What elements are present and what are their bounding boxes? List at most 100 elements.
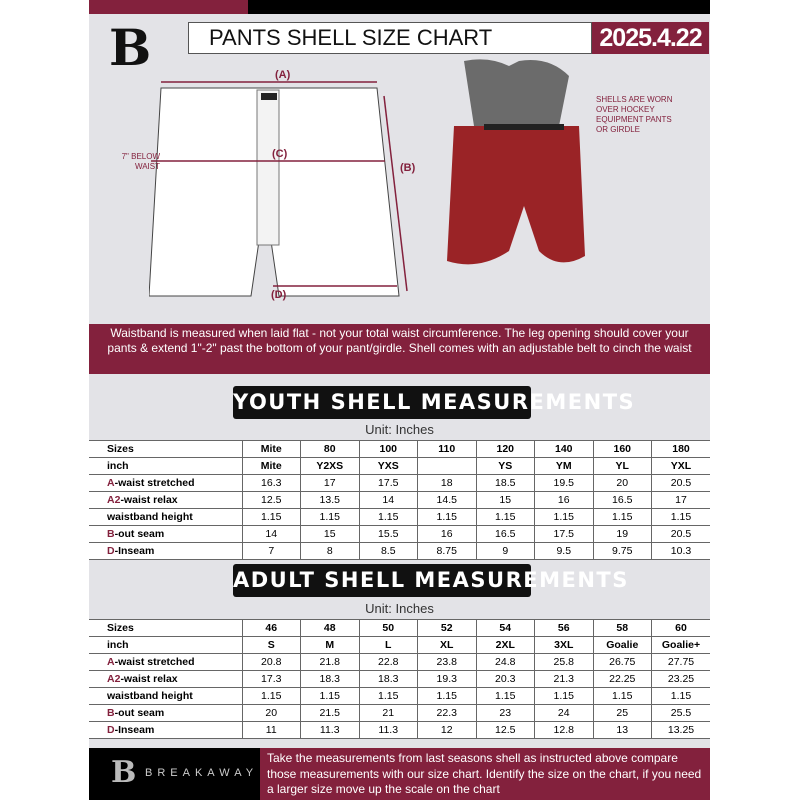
pants-photo <box>447 59 585 265</box>
youth-title: YOUTH SHELL MEASUREMENTS <box>233 386 634 419</box>
table-cell: 21.5 <box>300 704 360 722</box>
table-cell: 25 <box>592 704 652 722</box>
table-cell: 15 <box>300 525 360 543</box>
adult-size-table: Sizes 46 48 50 52 54 56 58 60 inch S M L XL 2XL 3XL Goal… <box>89 619 710 739</box>
measurement-instructions: Waistband is measured when laid flat - n… <box>89 324 710 374</box>
table-cell: 24.8 <box>475 653 535 671</box>
label-text: inch <box>107 638 129 651</box>
table-cell: 20.3 <box>475 670 535 688</box>
measure-letter: B <box>107 706 115 719</box>
row-label: A2-waist relax <box>89 670 243 688</box>
table-cell: 100 <box>358 440 418 458</box>
label-text: Sizes <box>107 621 134 634</box>
table-cell: 8 <box>300 542 360 560</box>
table-row: B-out seam 20 21.5 21 22.3 23 24 25 25.5 <box>89 704 710 722</box>
measure-letter: D <box>107 723 115 736</box>
table-cell: 26.75 <box>592 653 652 671</box>
table-cell: 1.15 <box>241 508 301 526</box>
table-cell: 110 <box>417 440 477 458</box>
page-title: PANTS SHELL SIZE CHART <box>188 22 592 54</box>
label-text: -waist stretched <box>114 655 195 668</box>
table-cell: 20.8 <box>241 653 301 671</box>
label-text: -Inseam <box>114 723 155 736</box>
label-text: -waist relax <box>120 493 178 506</box>
table-cell: 8.5 <box>358 542 418 560</box>
table-cell: 1.15 <box>358 508 418 526</box>
table-cell: 25.8 <box>534 653 594 671</box>
table-cell: Y2XS <box>300 457 360 475</box>
table-cell: 1.15 <box>300 508 360 526</box>
table-cell: 17.5 <box>534 525 594 543</box>
row-label: B-out seam <box>89 704 243 722</box>
footer-brand: B BREAKAWAY <box>89 748 260 800</box>
footer-logo: B <box>111 755 137 790</box>
row-label: inch <box>89 457 243 475</box>
table-row: Sizes Mite 80 100 110 120 140 160 180 <box>89 440 710 458</box>
table-cell: 19 <box>592 525 652 543</box>
table-cell: 13 <box>592 721 652 739</box>
table-cell: 48 <box>300 619 360 637</box>
table-cell: 19.5 <box>534 474 594 492</box>
label-b: (B) <box>400 162 416 174</box>
footer-instructions: Take the measurements from last seasons … <box>260 748 710 800</box>
table-row: B-out seam 14 15 15.5 16 16.5 17.5 19 20.5 <box>89 525 710 543</box>
table-cell: 52 <box>417 619 477 637</box>
table-cell: 1.15 <box>300 687 360 705</box>
table-cell: 14 <box>358 491 418 509</box>
table-cell: M <box>300 636 360 654</box>
label-d: (D) <box>271 289 287 301</box>
table-cell: 18.5 <box>475 474 535 492</box>
label-text: Sizes <box>107 442 134 455</box>
table-cell: 20.5 <box>651 525 710 543</box>
table-row: D-Inseam 11 11.3 11.3 12 12.5 12.8 13 13.25 <box>89 721 710 739</box>
table-cell: 23.8 <box>417 653 477 671</box>
table-cell: 16 <box>534 491 594 509</box>
table-cell: 1.15 <box>241 687 301 705</box>
table-cell: 120 <box>475 440 535 458</box>
footer-brand-name: BREAKAWAY <box>145 767 259 779</box>
table-cell: 17 <box>300 474 360 492</box>
table-cell: 27.75 <box>651 653 710 671</box>
table-cell: 21.8 <box>300 653 360 671</box>
label-text: -Inseam <box>114 544 155 557</box>
table-cell: 24 <box>534 704 594 722</box>
table-cell: 12.5 <box>241 491 301 509</box>
table-cell: 11.3 <box>358 721 418 739</box>
table-cell: 22.3 <box>417 704 477 722</box>
label-text: -out seam <box>114 706 165 719</box>
table-cell: 1.15 <box>592 508 652 526</box>
table-cell: Mite <box>241 457 301 475</box>
table-cell: 12 <box>417 721 477 739</box>
measure-letter: A2 <box>107 493 121 506</box>
table-cell: XL <box>417 636 477 654</box>
table-cell: 10.3 <box>651 542 710 560</box>
table-cell: 16.3 <box>241 474 301 492</box>
table-cell: 1.15 <box>358 687 418 705</box>
table-cell: S <box>241 636 301 654</box>
measure-letter: A <box>107 655 115 668</box>
table-cell: 80 <box>300 440 360 458</box>
table-cell: YM <box>534 457 594 475</box>
table-cell: 23 <box>475 704 535 722</box>
table-cell: 160 <box>592 440 652 458</box>
table-cell: 17 <box>651 491 710 509</box>
table-cell: 22.25 <box>592 670 652 688</box>
table-cell: YS <box>475 457 535 475</box>
table-cell: 19.3 <box>417 670 477 688</box>
row-label: B-out seam <box>89 525 243 543</box>
table-cell: 12.5 <box>475 721 535 739</box>
table-cell: YXS <box>358 457 418 475</box>
table-row: inch S M L XL 2XL 3XL Goalie Goalie+ <box>89 636 710 654</box>
table-cell: 18.3 <box>300 670 360 688</box>
pants-diagram <box>149 81 408 297</box>
table-cell: 1.15 <box>592 687 652 705</box>
table-cell: 13.5 <box>300 491 360 509</box>
table-cell: 14.5 <box>417 491 477 509</box>
table-cell: 20 <box>241 704 301 722</box>
row-label: waistband height <box>89 508 243 526</box>
table-cell: 1.15 <box>417 687 477 705</box>
measure-letter: B <box>107 527 115 540</box>
table-cell: 21 <box>358 704 418 722</box>
table-cell: 1.15 <box>417 508 477 526</box>
measure-letter: A <box>107 476 115 489</box>
